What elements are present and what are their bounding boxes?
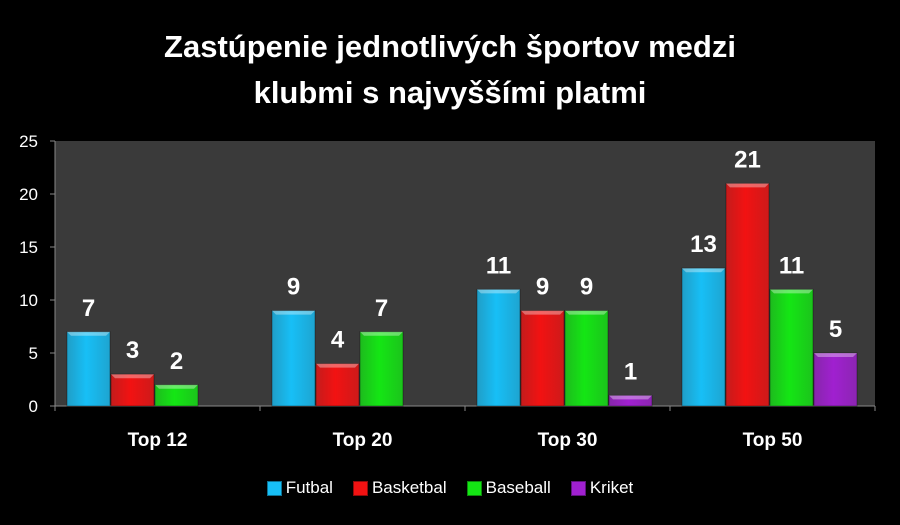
data-label: 4 — [331, 327, 345, 354]
bar-baseball — [769, 288, 814, 407]
bar-baseball — [154, 384, 199, 407]
legend-label: Kriket — [589, 478, 634, 497]
y-tick-label: 25 — [19, 132, 38, 151]
bar-basketbal — [520, 310, 565, 407]
bar-futbal — [681, 267, 726, 407]
bar-bevel — [609, 395, 652, 400]
bar-bevel — [272, 310, 315, 315]
bar-bevel — [565, 310, 608, 315]
bar-kriket — [608, 394, 653, 407]
data-label: 9 — [580, 274, 593, 301]
legend-item-kriket: Kriket — [570, 478, 634, 498]
bar-bevel — [726, 183, 769, 188]
data-label: 13 — [690, 231, 717, 258]
data-label: 7 — [82, 295, 95, 322]
data-label: 11 — [486, 252, 511, 279]
bar-bevel — [360, 331, 403, 336]
chart-title: Zastúpenie jednotlivých športov medzi kl… — [0, 24, 900, 116]
legend-swatch — [570, 480, 586, 496]
bar-bevel — [770, 289, 813, 294]
data-label: 1 — [624, 358, 637, 385]
legend-swatch — [266, 480, 282, 496]
data-label: 9 — [536, 274, 549, 301]
data-label: 11 — [779, 252, 804, 279]
data-label: 5 — [829, 316, 842, 343]
legend-label: Futbal — [285, 478, 333, 497]
legend-item-futbal: Futbal — [266, 478, 333, 498]
chart-title-line-1: Zastúpenie jednotlivých športov medzi — [164, 29, 736, 64]
bar-bevel — [155, 384, 198, 389]
y-tick-label: 0 — [29, 397, 38, 416]
bar-basketbal — [725, 182, 770, 407]
bar-baseball — [359, 331, 404, 407]
bar-basketbal — [315, 363, 360, 407]
bar-bevel — [111, 374, 154, 379]
legend: Futbal Basketbal Baseball Kriket — [0, 478, 900, 501]
bar-futbal — [271, 310, 316, 407]
x-tick-label: Top 30 — [538, 430, 598, 451]
bar-futbal — [66, 331, 111, 407]
bar-bevel — [682, 268, 725, 273]
bar-bevel — [477, 289, 520, 294]
legend-item-basketbal: Basketbal — [352, 478, 447, 498]
bar-bevel — [521, 310, 564, 315]
bar-futbal — [476, 288, 521, 407]
data-label: 21 — [734, 146, 761, 173]
x-tick-label: Top 20 — [333, 430, 393, 451]
y-tick-label: 5 — [29, 344, 38, 363]
data-label: 7 — [375, 295, 388, 322]
y-tick-label: 10 — [19, 291, 38, 310]
legend-swatch — [466, 480, 482, 496]
bar-baseball — [564, 310, 609, 407]
x-tick-label: Top 12 — [128, 430, 188, 451]
chart-title-line-2: klubmi s najvyššími platmi — [253, 75, 647, 110]
bar-bevel — [316, 363, 359, 368]
data-label: 2 — [170, 348, 183, 375]
data-label: 9 — [287, 274, 300, 301]
bar-basketbal — [110, 373, 155, 407]
y-tick-label: 20 — [19, 185, 38, 204]
x-tick-label: Top 50 — [743, 430, 803, 451]
data-label: 3 — [126, 337, 139, 364]
bar-kriket — [813, 352, 858, 407]
legend-swatch — [352, 480, 368, 496]
legend-label: Basketbal — [371, 478, 447, 497]
bar-bevel — [67, 331, 110, 336]
bar-bevel — [814, 353, 857, 357]
legend-item-baseball: Baseball — [466, 478, 551, 498]
y-tick-label: 15 — [19, 238, 38, 257]
legend-label: Baseball — [485, 478, 551, 497]
